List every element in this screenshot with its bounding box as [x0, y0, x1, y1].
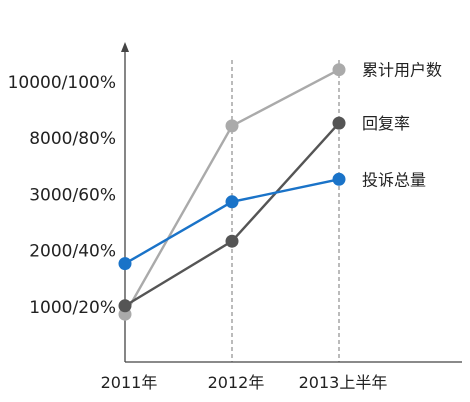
series-point-0-2: [332, 63, 346, 77]
y-tick-label: 8000/80%: [29, 129, 116, 149]
x-tick-label: 2011年: [101, 373, 158, 392]
legend-label-0: 累计用户数: [362, 61, 442, 80]
y-tick-label: 10000/100%: [8, 73, 116, 93]
series-point-1-0: [118, 299, 132, 313]
series-point-2-0: [118, 257, 132, 271]
x-tick-label: 2012年: [208, 373, 265, 392]
axes: [121, 42, 462, 363]
grid-lines: [231, 60, 340, 362]
series-point-0-1: [225, 119, 239, 133]
series-point-2-1: [225, 195, 239, 209]
legend-label-1: 回复率: [362, 114, 410, 133]
y-axis-arrow: [121, 42, 129, 52]
y-tick-labels: 1000/20% 2000/40% 3000/60% 8000/80% 10000/10…: [8, 73, 116, 318]
y-tick-label: 2000/40%: [29, 242, 116, 262]
y-tick-label: 3000/60%: [29, 185, 116, 205]
x-tick-labels: 2011年 2012年 2013上半年: [101, 373, 388, 392]
x-tick-label: 2013上半年: [299, 373, 388, 392]
series-point-1-1: [225, 234, 239, 248]
series-group: [118, 63, 346, 321]
series-point-2-2: [332, 172, 346, 186]
y-tick-label: 1000/20%: [29, 298, 116, 318]
legend-label-2: 投诉总量: [362, 170, 426, 189]
series-point-1-2: [332, 116, 346, 130]
